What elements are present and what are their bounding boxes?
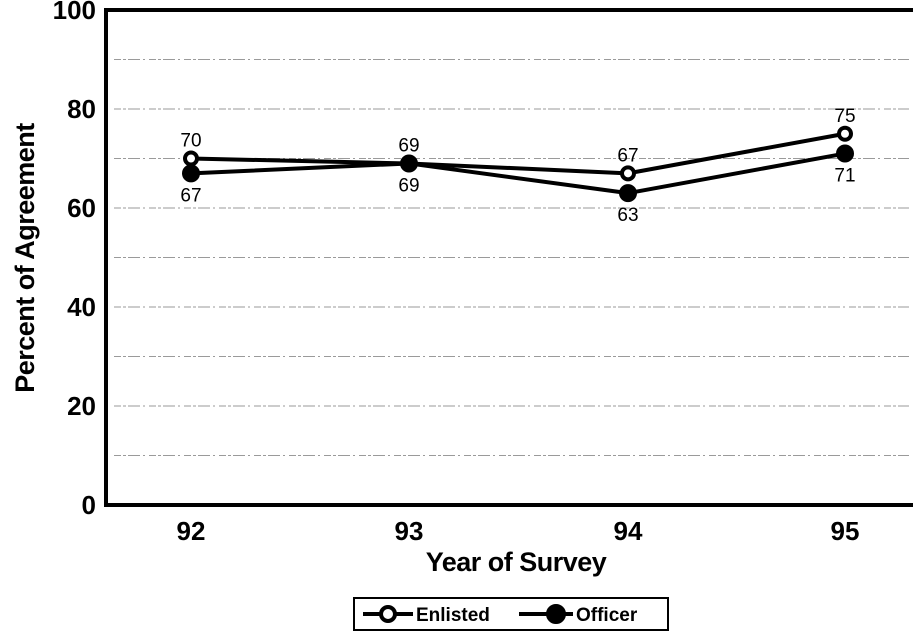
x-tick-label-94: 94 <box>614 516 643 546</box>
data-label-officer-93: 69 <box>398 175 419 196</box>
data-label-enlisted-94: 67 <box>617 145 638 166</box>
data-label-officer-94: 63 <box>617 205 638 226</box>
data-label-officer-95: 71 <box>834 166 855 187</box>
data-labels: 70 69 67 75 67 69 63 71 <box>180 106 855 226</box>
data-label-enlisted-95: 75 <box>834 106 855 127</box>
legend-enlisted-label: Enlisted <box>416 605 490 626</box>
point-enlisted-94 <box>620 165 636 182</box>
x-tick-label-93: 93 <box>395 516 424 546</box>
y-axis-title: Percent of Agreement <box>10 123 40 393</box>
grid-layer <box>114 59 909 456</box>
y-tick-label-60: 60 <box>67 193 96 223</box>
series-line-enlisted <box>190 131 846 176</box>
series-layer <box>182 125 854 203</box>
y-tick-label-100: 100 <box>53 0 96 25</box>
point-enlisted-95 <box>837 125 853 142</box>
point-officer-92 <box>182 164 200 183</box>
legend-officer-marker <box>546 604 566 624</box>
point-officer-94 <box>619 184 637 203</box>
legend-officer-label: Officer <box>576 605 638 626</box>
data-label-officer-92: 67 <box>180 185 201 206</box>
series-line-officer <box>190 151 846 196</box>
y-tick-labels: 0 20 40 60 80 100 <box>53 0 96 520</box>
x-tick-label-92: 92 <box>177 516 206 546</box>
point-officer-95 <box>836 144 854 163</box>
y-tick-label-40: 40 <box>67 292 96 322</box>
x-tick-labels: 92 93 94 95 <box>177 516 860 546</box>
point-enlisted-92 <box>183 150 199 167</box>
legend-item-enlisted: Enlisted <box>363 605 490 626</box>
y-tick-label-0: 0 <box>82 490 96 520</box>
legend-enlisted-marker <box>379 605 397 623</box>
y-tick-label-20: 20 <box>67 391 96 421</box>
point-officer-93 <box>400 154 418 173</box>
data-label-enlisted-92: 70 <box>180 131 201 152</box>
legend-item-officer: Officer <box>519 604 638 626</box>
data-label-enlisted-93: 69 <box>398 135 419 156</box>
axes-layer <box>104 8 913 507</box>
y-tick-label-80: 80 <box>67 94 96 124</box>
x-axis-title: Year of Survey <box>426 547 607 577</box>
x-tick-label-95: 95 <box>831 516 860 546</box>
legend: Enlisted Officer <box>353 597 669 631</box>
